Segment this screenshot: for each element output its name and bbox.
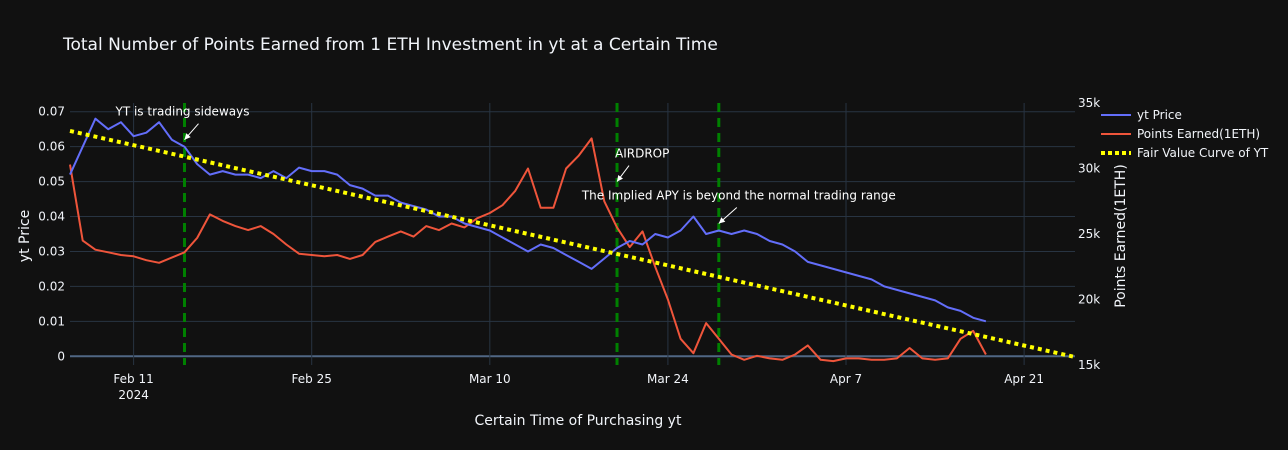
x-tick-label: Feb 25: [292, 372, 332, 386]
x-axis-title: Certain Time of Purchasing yt: [475, 413, 682, 429]
annotation-label: AIRDROP: [615, 147, 669, 161]
y2-axis-title: Points Earned(1ETH): [1113, 164, 1129, 308]
annotation-label: The Implied APY is beyond the normal tra…: [581, 189, 896, 203]
legend-item-label: Fair Value Curve of YT: [1137, 146, 1269, 160]
y2-tick-label: 25k: [1078, 227, 1100, 241]
x-tick-label: Apr 21: [1004, 372, 1044, 386]
annotation-label: YT is trading sideways: [115, 105, 250, 119]
y-tick-label: 0.03: [38, 244, 65, 258]
chart-title: Total Number of Points Earned from 1 ETH…: [62, 35, 718, 55]
y-axis-title: yt Price: [17, 210, 33, 262]
y-tick-label: 0.05: [38, 175, 65, 189]
vertical-marker-lines: [182, 103, 721, 365]
axis-ticks: 0 0.01 0.02 0.03 0.04 0.05 0.06 0.07 15k 20k 25k 30…: [38, 96, 1100, 402]
y2-tick-label: 30k: [1078, 162, 1100, 176]
y-tick-label: 0: [57, 349, 65, 363]
x-tick-label: Feb 11: [113, 372, 153, 386]
y2-tick-label: 15k: [1078, 358, 1100, 372]
series-line-yt-price: [69, 117, 987, 323]
y-tick-label: 0.01: [38, 314, 65, 328]
y2-tick-label: 35k: [1078, 96, 1100, 110]
x-tick-label: Mar 10: [469, 372, 511, 386]
grid: [70, 103, 1075, 365]
y2-tick-label: 20k: [1078, 293, 1100, 307]
x-tick-label: Apr 7: [830, 372, 862, 386]
legend-item-label: yt Price: [1137, 108, 1182, 122]
y-tick-label: 0.04: [38, 210, 65, 224]
legend: yt Price Points Earned(1ETH) Fair Value Cu…: [1101, 108, 1269, 160]
x-tick-label: Mar 24: [647, 372, 689, 386]
y-tick-label: 0.06: [38, 140, 65, 154]
annotation-arrowhead: [718, 217, 726, 224]
x-tick-year-label: 2024: [118, 388, 149, 402]
annotations: YT is trading sideways AIRDROP The Implied…: [115, 105, 896, 224]
y-tick-label: 0.07: [38, 105, 65, 119]
annotation-arrowhead: [184, 133, 191, 140]
series-lines: [69, 117, 1076, 363]
y-tick-label: 0.02: [38, 279, 65, 293]
series-line-fair-value-curve-of-yt: [69, 128, 1076, 359]
legend-item-label: Points Earned(1ETH): [1137, 127, 1260, 141]
series-line-points-earned-1eth: [69, 137, 987, 363]
annotation-arrowhead: [617, 175, 623, 182]
